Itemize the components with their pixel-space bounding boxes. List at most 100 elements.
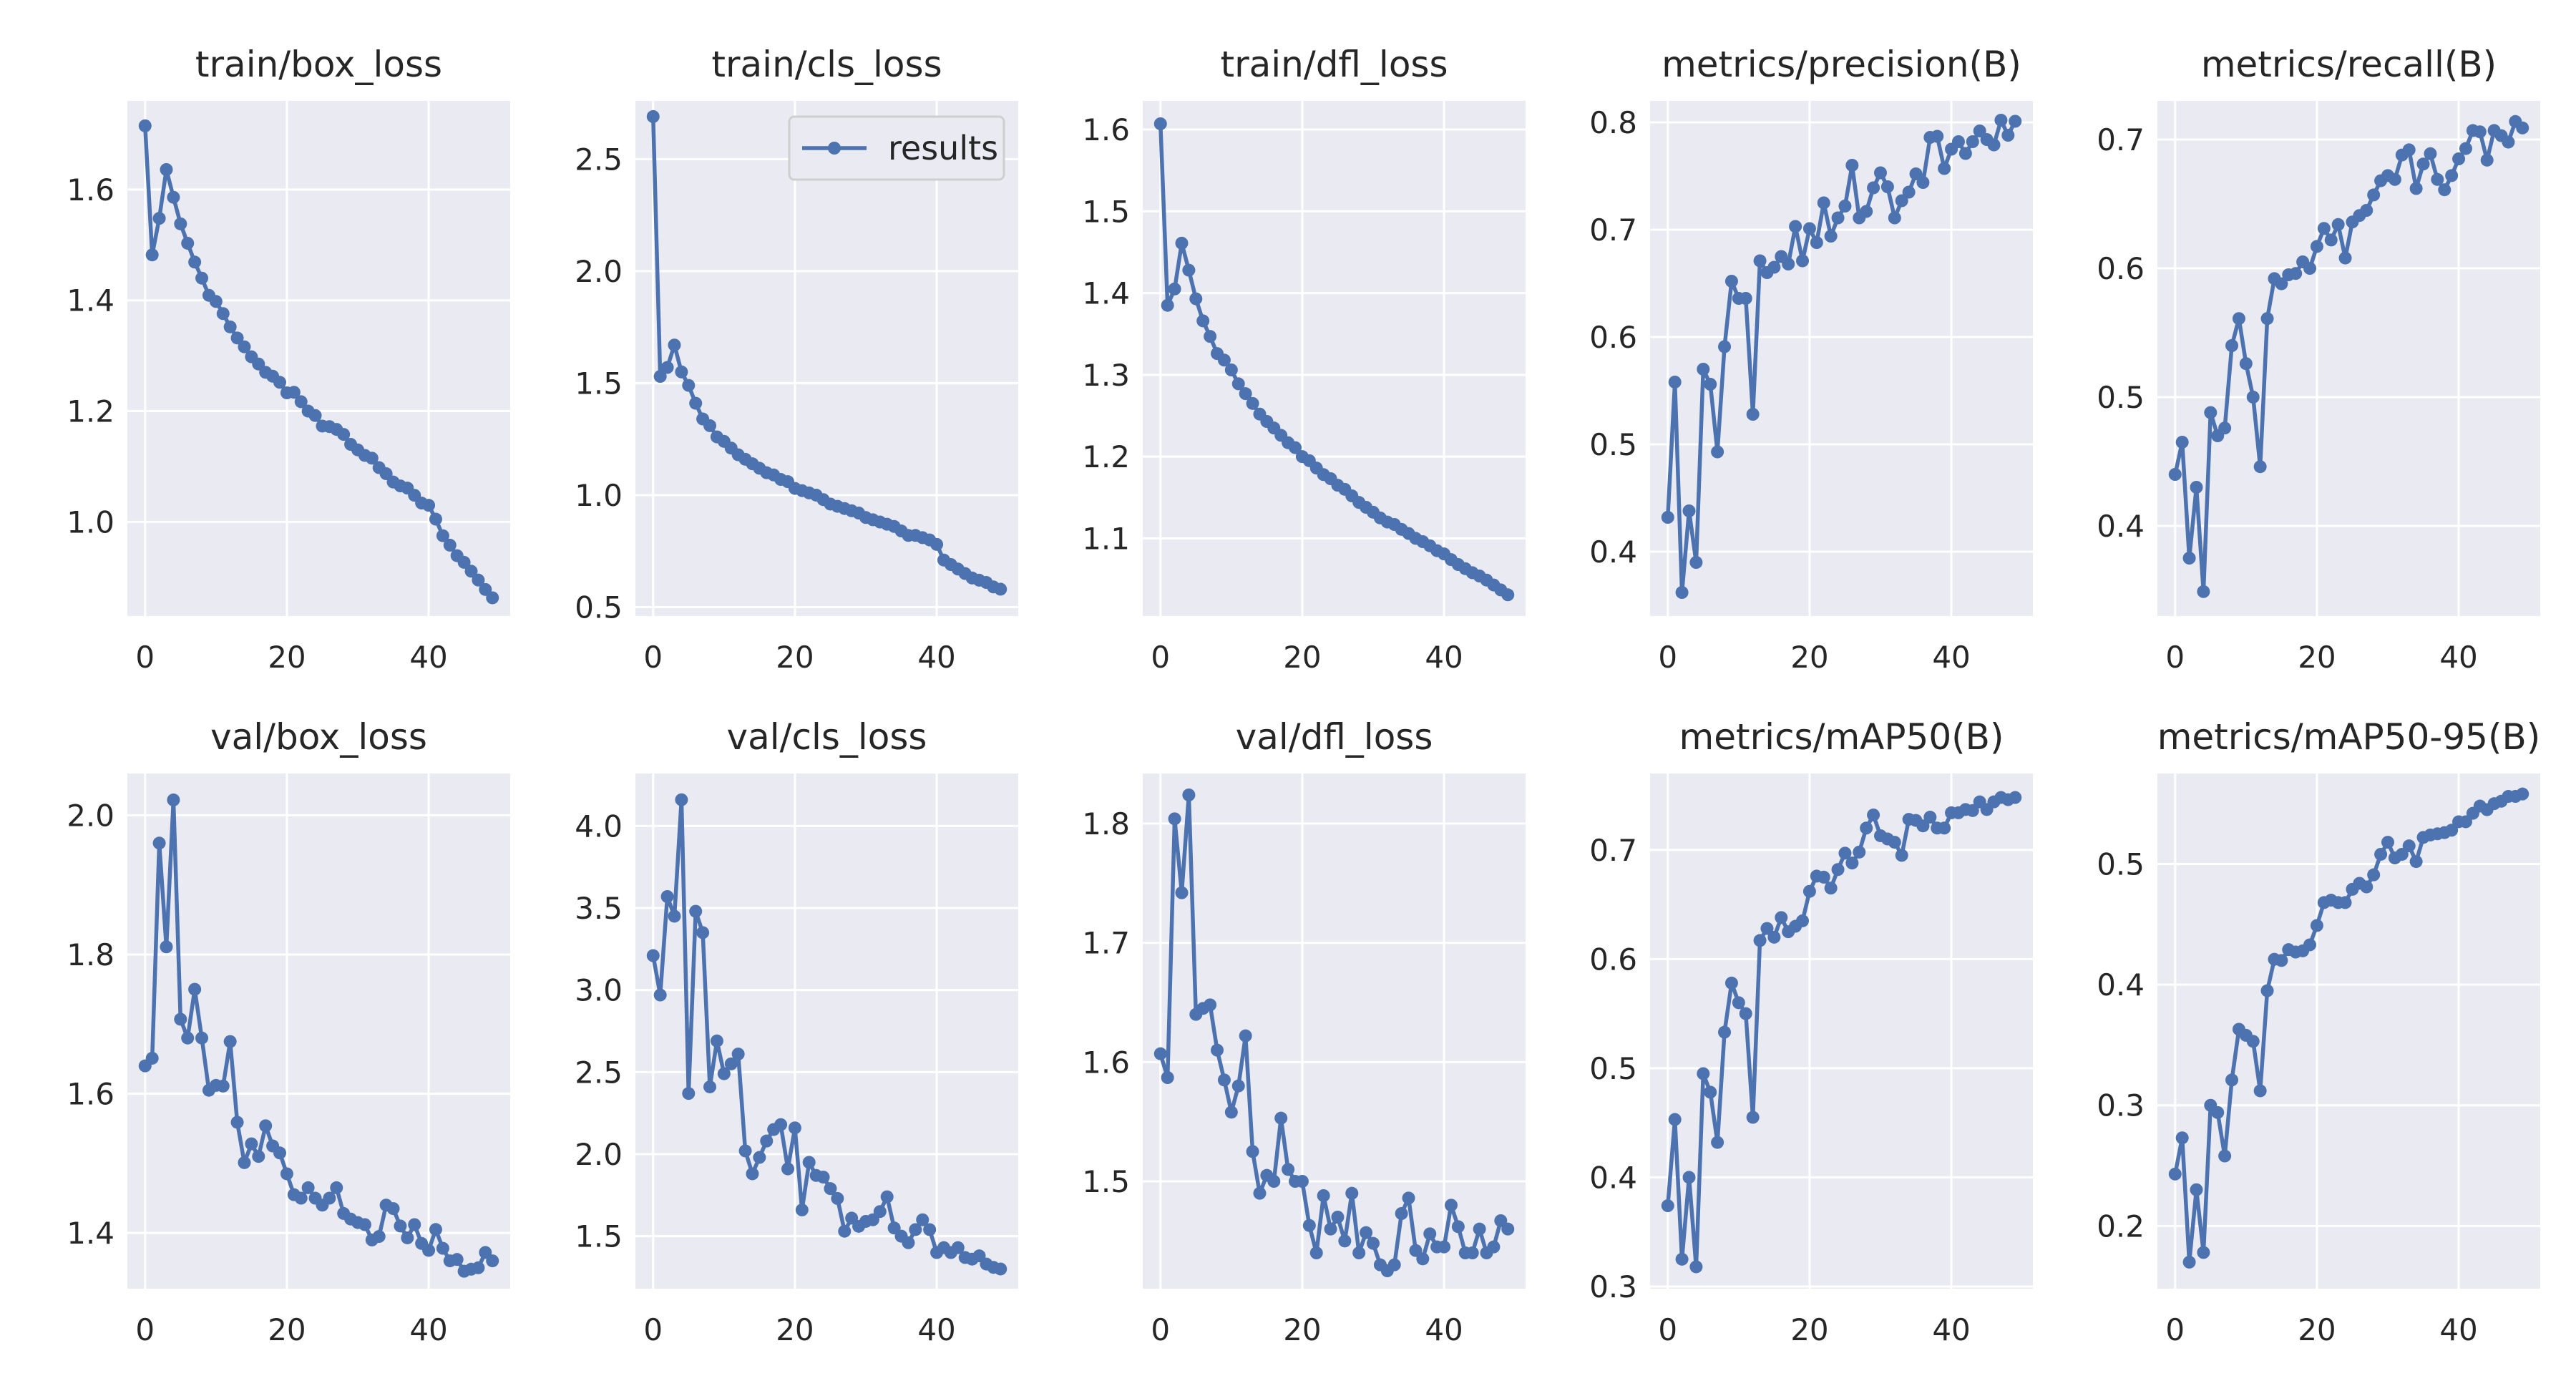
data-point — [1746, 1111, 1760, 1124]
data-point — [486, 591, 499, 605]
data-point — [2218, 1149, 2232, 1163]
data-point — [1682, 1171, 1696, 1184]
data-point — [1838, 846, 1852, 860]
data-point — [2452, 152, 2466, 165]
data-point — [1253, 1186, 1267, 1200]
data-point — [1767, 260, 1781, 274]
data-point — [223, 1035, 237, 1048]
data-point — [1182, 789, 1196, 801]
data-point — [174, 217, 187, 230]
data-point — [1423, 1227, 1437, 1241]
y-tick-label: 0.5 — [575, 590, 623, 625]
data-point — [1810, 236, 1823, 249]
data-point — [2338, 251, 2352, 265]
data-point — [152, 212, 166, 225]
data-point — [1438, 1240, 1451, 1254]
data-point — [450, 1253, 464, 1266]
x-tick-label: 40 — [917, 640, 955, 675]
data-point — [1204, 998, 1217, 1012]
data-point — [1661, 511, 1674, 524]
y-tick-label: 1.2 — [67, 394, 114, 429]
data-point — [1880, 180, 1894, 193]
data-point — [923, 1223, 937, 1236]
y-tick-label: 1.0 — [575, 478, 623, 513]
data-point — [2445, 824, 2459, 837]
data-point — [1796, 914, 1810, 927]
data-point — [760, 1134, 774, 1148]
data-point — [2445, 169, 2459, 182]
data-point — [2260, 312, 2274, 326]
data-point — [1873, 166, 1887, 180]
y-tick-label: 0.6 — [1589, 942, 1637, 977]
data-point — [422, 1244, 436, 1257]
subplot-title: metrics/mAP50(B) — [1679, 716, 2004, 758]
plot-area — [127, 101, 510, 616]
x-tick-label: 0 — [1658, 1312, 1677, 1347]
data-point — [1689, 1260, 1703, 1274]
y-tick-label: 1.5 — [1082, 194, 1130, 229]
data-point — [1309, 1246, 1323, 1259]
y-tick-label: 4.0 — [575, 809, 623, 844]
data-point — [2218, 421, 2232, 435]
data-point — [653, 988, 667, 1002]
y-tick-label: 1.6 — [67, 172, 114, 208]
data-point — [880, 1190, 894, 1204]
data-point — [181, 236, 195, 250]
data-point — [660, 889, 674, 903]
data-point — [873, 1205, 887, 1219]
y-tick-label: 0.4 — [1589, 535, 1637, 570]
data-point — [429, 512, 442, 526]
y-tick-label: 2.5 — [575, 1055, 623, 1090]
x-tick-label: 0 — [643, 1312, 663, 1347]
data-point — [1231, 377, 1245, 391]
x-tick-label: 20 — [1790, 1312, 1828, 1347]
data-point — [1211, 1043, 1224, 1057]
plot-area — [1143, 773, 1526, 1289]
data-point — [188, 982, 202, 996]
data-point — [195, 271, 209, 285]
data-point — [2232, 312, 2245, 326]
data-point — [2168, 1167, 2182, 1181]
data-point — [1817, 870, 1830, 884]
data-point — [1753, 934, 1767, 947]
data-point — [2317, 222, 2331, 235]
data-point — [160, 163, 173, 176]
data-point — [994, 582, 1008, 596]
y-tick-label: 0.5 — [1589, 1051, 1637, 1086]
x-tick-label: 40 — [409, 640, 447, 675]
data-point — [1501, 1222, 1515, 1236]
data-point — [2374, 847, 2388, 861]
data-point — [152, 836, 166, 850]
data-point — [188, 255, 202, 269]
data-point — [1711, 445, 1724, 459]
data-point — [1767, 930, 1781, 944]
data-point — [1274, 1111, 1288, 1125]
x-tick-label: 0 — [2165, 1312, 2185, 1347]
data-point — [660, 361, 674, 374]
data-point — [1888, 211, 1901, 225]
data-point — [1831, 863, 1845, 877]
data-point — [930, 537, 944, 551]
data-point — [1444, 1199, 1458, 1212]
data-point — [781, 1162, 795, 1176]
data-point — [1360, 1226, 1373, 1239]
data-point — [1966, 804, 1979, 817]
data-point — [1916, 176, 1930, 189]
data-point — [429, 1223, 442, 1236]
data-point — [1746, 408, 1760, 421]
y-tick-label: 2.0 — [575, 1137, 623, 1172]
x-tick-label: 40 — [409, 1312, 447, 1347]
legend-box — [788, 115, 1005, 181]
data-point — [724, 1057, 738, 1070]
data-point — [2253, 460, 2267, 474]
x-tick-label: 20 — [2298, 640, 2336, 675]
data-point — [457, 555, 471, 569]
data-point — [259, 1119, 273, 1133]
data-point — [1331, 1211, 1345, 1224]
data-point — [1704, 378, 1717, 391]
data-point — [774, 1118, 788, 1131]
data-point — [273, 1146, 287, 1160]
x-tick-label: 40 — [1932, 640, 1970, 675]
x-tick-label: 20 — [1283, 640, 1321, 675]
data-point — [689, 396, 703, 410]
